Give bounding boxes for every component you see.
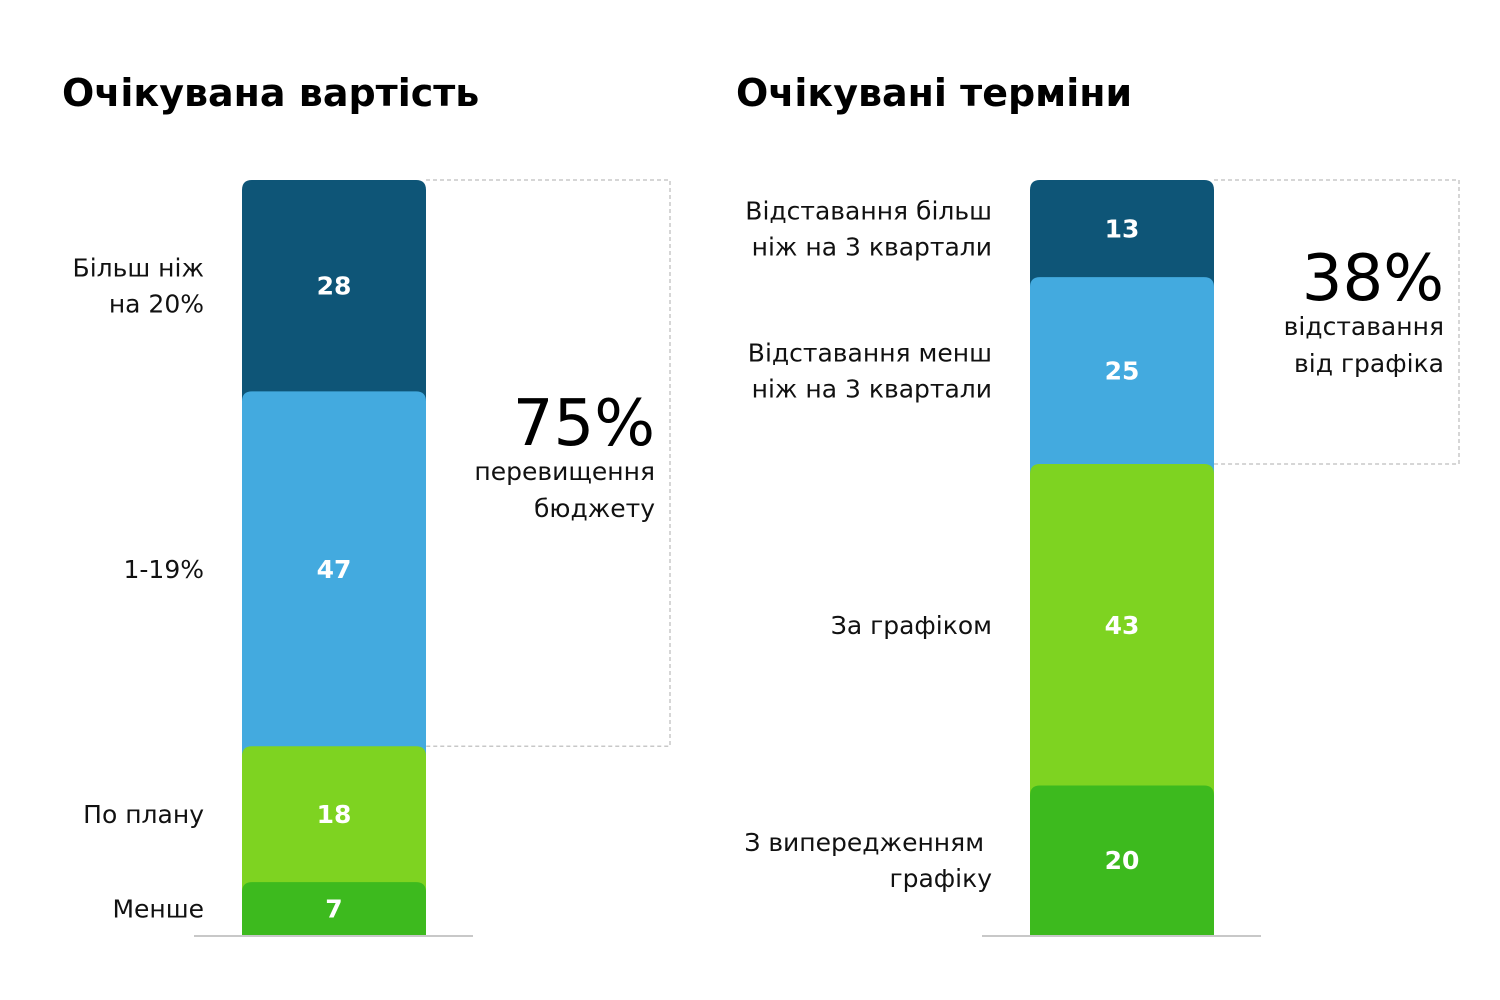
category-label-line: З випередженням	[744, 828, 992, 857]
category-label-line: Відставання більш	[745, 197, 992, 226]
category-label-line: ніж на 3 квартали	[752, 233, 992, 262]
category-label-line: Менше	[112, 895, 204, 924]
value-label: 20	[1105, 846, 1140, 875]
value-label: 18	[317, 800, 352, 829]
value-label: 13	[1105, 215, 1140, 244]
annotation-text: відставання	[1284, 312, 1444, 341]
category-label: Менше	[112, 895, 204, 924]
annotation-box	[1214, 179, 1460, 465]
annotation-text: перевищення	[474, 457, 655, 486]
category-label: За графіком	[831, 611, 992, 640]
annotation-text: бюджету	[534, 494, 655, 523]
bar-segment	[1030, 464, 1214, 796]
value-label: 7	[325, 895, 342, 924]
value-label: 43	[1105, 611, 1140, 640]
category-label-line: По плану	[83, 800, 204, 829]
annotation-value: 75%	[513, 387, 655, 461]
chart-title-cost: Очікувана вартість	[62, 71, 479, 115]
value-label: 25	[1105, 357, 1140, 386]
bar-segment	[1030, 180, 1214, 288]
category-label: Відставання більш ніж на 3 квартали	[745, 197, 992, 262]
category-label-line: За графіком	[831, 611, 992, 640]
category-label: По плану	[83, 800, 204, 829]
bar-segment	[242, 882, 426, 935]
category-label: Відставання менш ніж на 3 квартали	[748, 339, 992, 404]
category-label-line: Більш ніж	[73, 254, 204, 283]
annotation-text: від графіка	[1294, 349, 1444, 378]
category-label-line: 1-19%	[124, 555, 205, 584]
value-label: 47	[317, 555, 352, 584]
annotation-value: 38%	[1302, 242, 1444, 316]
bar-segment	[242, 746, 426, 893]
category-label-line: ніж на 3 квартали	[752, 375, 992, 404]
category-label: З випередженням графіку	[744, 828, 992, 893]
annotation-box	[426, 179, 671, 747]
bar-segment	[242, 391, 426, 757]
category-label-line: Відставання менш	[748, 339, 992, 368]
bar-segment	[242, 180, 426, 402]
category-label: 1-19%	[124, 555, 205, 584]
chart-title-timing: Очікувані терміни	[736, 71, 1132, 115]
category-label-line: на 20%	[109, 290, 204, 319]
category-label-line: графіку	[889, 864, 992, 893]
value-label: 28	[317, 272, 352, 301]
category-label: Більш ніж на 20%	[73, 254, 204, 319]
bar-segment	[1030, 785, 1214, 935]
bar-segment	[1030, 277, 1214, 475]
